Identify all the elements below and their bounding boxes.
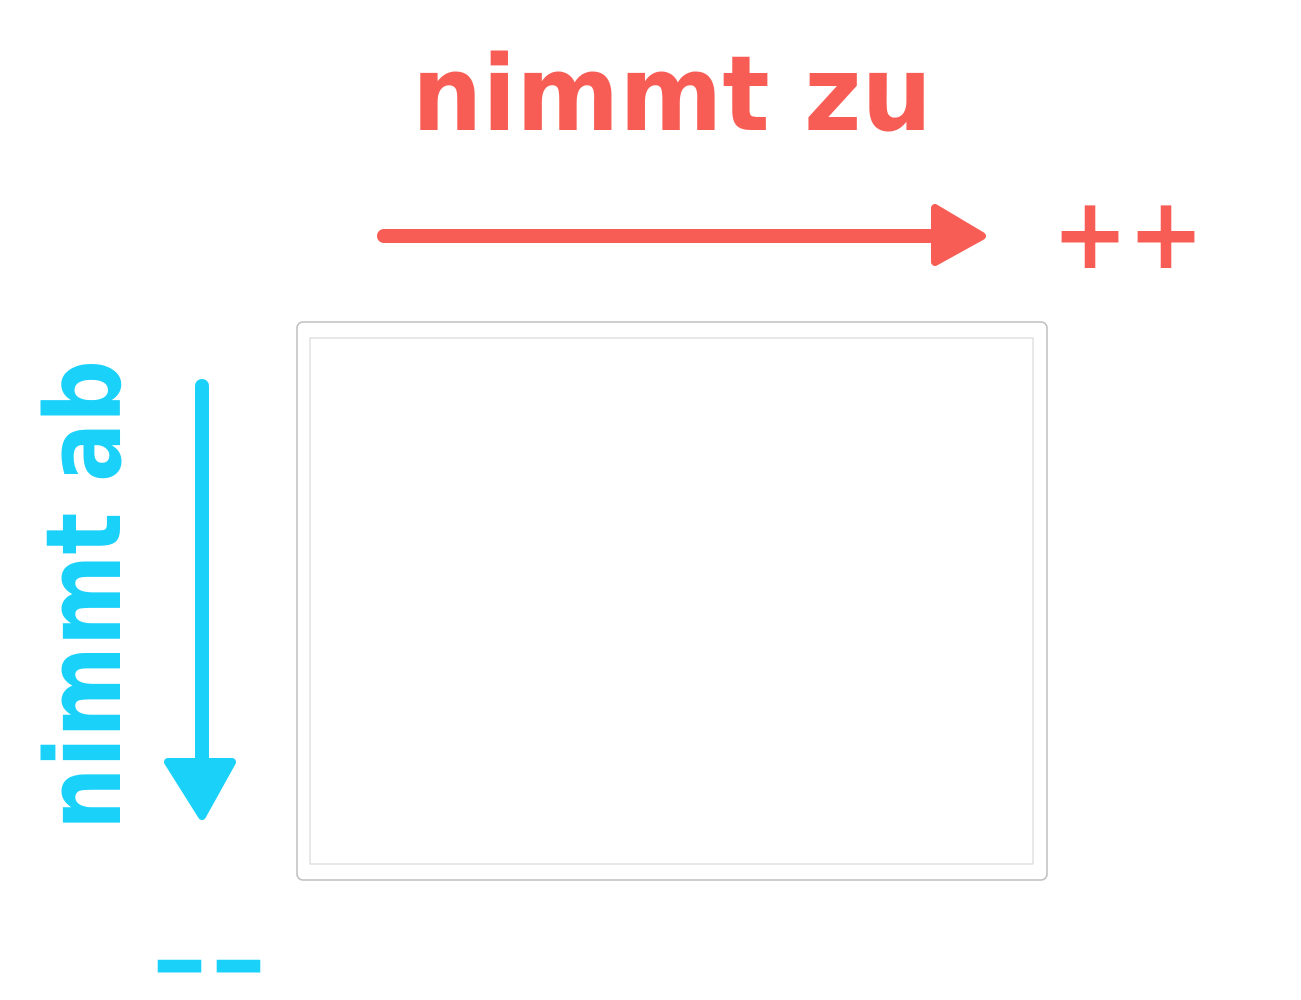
increase-arrow [377, 204, 986, 266]
frame-outer [296, 321, 1048, 881]
minus-minus-sign: -- [150, 909, 268, 1000]
plus-plus-sign: ++ [1052, 175, 1204, 292]
decrease-arrow [164, 379, 236, 820]
left-label: nimmt ab [23, 360, 145, 830]
top-label: nimmt zu [412, 33, 932, 155]
frame-inner [309, 337, 1034, 865]
